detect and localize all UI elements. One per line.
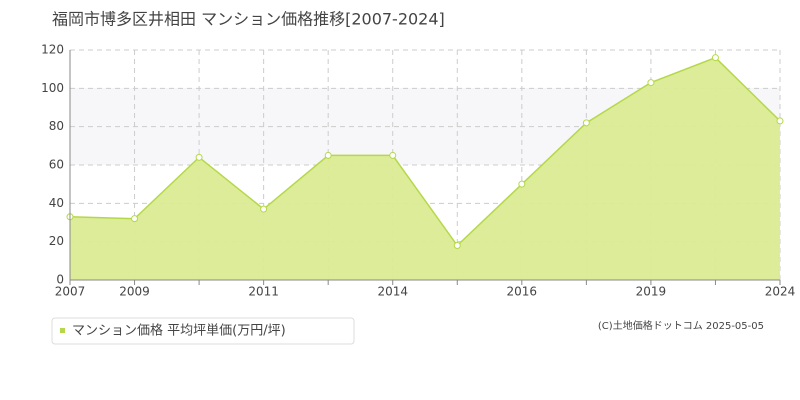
point bbox=[324, 151, 332, 159]
point bbox=[453, 242, 461, 249]
point bbox=[776, 117, 784, 125]
copyright: (C)土地価格ドットコム 2025-05-05 bbox=[598, 319, 764, 332]
legend-swatch bbox=[60, 328, 65, 333]
y-tick-label: 60 bbox=[49, 158, 64, 172]
point bbox=[647, 79, 655, 87]
legend-box bbox=[51, 317, 355, 345]
y-tick-label: 100 bbox=[41, 81, 64, 95]
y-tick-label: 20 bbox=[49, 234, 64, 248]
x-tick-label: 2014 bbox=[377, 285, 408, 299]
line bbox=[69, 56, 781, 247]
y-tick-label: 80 bbox=[49, 119, 64, 133]
legend: マンション価格 平均坪単価(万円/坪) bbox=[51, 317, 355, 345]
y-tick-label: 120 bbox=[41, 43, 64, 57]
point bbox=[518, 180, 526, 188]
x-tick-label: 2007 bbox=[55, 285, 86, 299]
point bbox=[195, 153, 203, 161]
point bbox=[260, 205, 268, 213]
x-tick-label: 2009 bbox=[119, 285, 150, 299]
x-tick-label: 2016 bbox=[507, 285, 538, 299]
point bbox=[131, 215, 139, 223]
point bbox=[711, 54, 719, 62]
y-tick-label: 0 bbox=[56, 273, 64, 287]
x-tick-label: 2019 bbox=[636, 285, 667, 299]
x-tick-label: 2024 bbox=[765, 285, 796, 299]
point bbox=[389, 151, 397, 159]
chart-title: 福岡市博多区井相田 マンション価格推移[2007-2024] bbox=[52, 10, 445, 29]
point bbox=[582, 119, 590, 127]
y-tick-label: 40 bbox=[49, 196, 64, 210]
legend-label: マンション価格 平均坪単価(万円/坪) bbox=[72, 323, 286, 339]
x-tick-label: 2011 bbox=[248, 285, 279, 299]
